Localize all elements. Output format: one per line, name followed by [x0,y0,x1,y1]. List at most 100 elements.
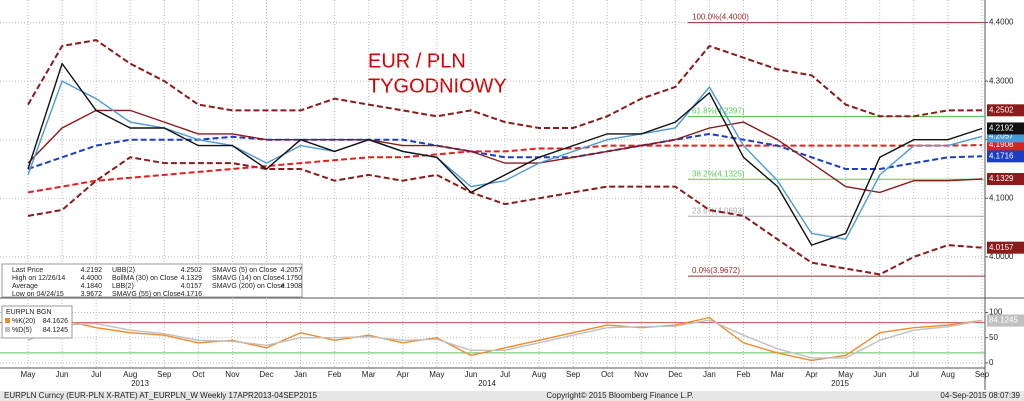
x-tick-label: Oct [192,370,205,379]
legend-label: SMAVG (55) on Close [112,291,181,298]
series-line [27,144,983,194]
legend-value: 4.1329 [181,275,203,282]
x-tick-label: Dec [259,370,273,379]
x-tick-label: Nov [634,370,648,379]
x-tick-label: Feb [328,370,342,379]
y-tick-label: 4.4000 [989,18,1014,27]
fib-label: 100.0%(4.4000) [692,13,749,22]
footer-center: Copyright© 2015 Bloomberg Finance L.P. [546,391,693,400]
footer-bar [0,391,1024,401]
value-tag-label: 4.1716 [989,151,1014,160]
legend-value: 4.1716 [181,291,203,298]
legend-box [1,263,303,298]
x-tick-label: Jul [91,370,101,379]
x-tick-label: Apr [805,370,818,379]
value-tag [987,241,1024,254]
legend-swatch [5,318,10,323]
y-tick-label: 100 [989,308,1003,317]
legend-label: %D(5) [12,327,32,334]
legend-value: 4.2192 [81,267,103,274]
annotation: TYGODNIOWY [368,75,507,97]
year-label: 2014 [478,379,496,388]
legend-title: EURPLN BGN [6,309,52,316]
value-tag [987,314,1024,327]
legend-label: Last Price [12,267,43,274]
series-line [27,156,983,276]
legend-value: 4.1750 [281,275,303,282]
x-tick-label: Dec [668,370,682,379]
legend-label: BollMA (30) on Close [112,275,178,282]
x-tick-label: Feb [737,370,751,379]
year-label: 2015 [831,379,849,388]
legend-value: 4.2057 [281,267,303,274]
fib-label: 38.2%(4.1325) [692,169,745,178]
x-tick-label: Aug [941,370,955,379]
fib-label: 23.6%(4.0693) [692,206,745,215]
x-tick-label: May [838,370,853,379]
value-tag-label: 84.1245 [989,316,1018,325]
series-line [27,316,983,362]
value-tag [987,122,1024,135]
legend-value: 4.4000 [81,275,103,282]
x-tick-label: Jul [500,370,510,379]
legend-swatch [5,327,10,332]
x-tick-label: Jun [56,370,69,379]
footer-left: EURPLN Curncy (EUR-PLN X-RATE) AT_EURPLN… [4,391,318,400]
x-tick-label: May [429,370,444,379]
x-tick-label: Jun [873,370,886,379]
legend-value: 84.1245 [43,327,68,334]
x-tick-label: Mar [771,370,785,379]
legend-label: %K(20) [12,318,35,325]
value-tag [987,173,1024,186]
annotation: EUR / PLN [368,50,466,72]
series-line [27,80,983,241]
series-line [27,109,983,194]
x-tick-label: Jan [703,370,716,379]
legend-value: 3.9672 [81,291,103,298]
legend-label: SMAVG (200) on Close [212,283,285,290]
x-tick-label: Mar [362,370,376,379]
legend-label: UBB(2) [112,267,135,274]
x-tick-label: Nov [225,370,239,379]
y-tick-label: 4.1000 [989,193,1014,202]
series-line [27,319,983,359]
legend-value: 4.1908 [281,283,303,290]
x-tick-label: Apr [397,370,410,379]
legend-label: High on 12/26/14 [12,275,65,282]
year-label: 2013 [131,379,149,388]
x-tick-label: Oct [601,370,614,379]
legend-label: SMAVG (5) on Close [212,267,277,274]
y-tick-label: 4.0000 [989,252,1014,261]
value-tag-label: 4.1329 [989,174,1014,183]
x-tick-label: Jan [294,370,307,379]
legend-value: 4.2502 [181,267,203,274]
value-tag-label: 4.2192 [989,124,1014,133]
value-tag-label: 4.2057 [989,131,1014,140]
y-tick-label: 4.3000 [989,76,1014,85]
y-tick-label: 50 [989,333,998,342]
footer-right: 04-Sep-2015 08:07:39 [940,391,1020,400]
series-line [27,62,983,246]
legend-label: SMAVG (14) on Close [212,275,281,282]
fib-label: 0.0%(3.9672) [692,266,740,275]
legend-label: Average [12,283,38,290]
value-tag-label: 4.1908 [989,140,1014,149]
x-tick-label: Jul [909,370,919,379]
y-tick-label: 0 [989,358,994,367]
legend-label: Low on 04/24/15 [12,291,64,298]
x-tick-label: Jun [464,370,477,379]
x-tick-label: Sep [975,370,990,379]
x-tick-label: Aug [532,370,546,379]
legend-value: 84.1626 [43,318,68,325]
legend-value: 4.1840 [81,283,103,290]
legend-value: 4.0157 [181,283,203,290]
legend-label: LBB(2) [112,283,134,290]
x-tick-label: May [20,370,35,379]
value-tag-label: 4.0157 [989,243,1014,252]
value-tag [987,104,1024,117]
legend-box [1,305,73,339]
x-tick-label: Sep [566,370,581,379]
x-tick-label: Aug [123,370,137,379]
